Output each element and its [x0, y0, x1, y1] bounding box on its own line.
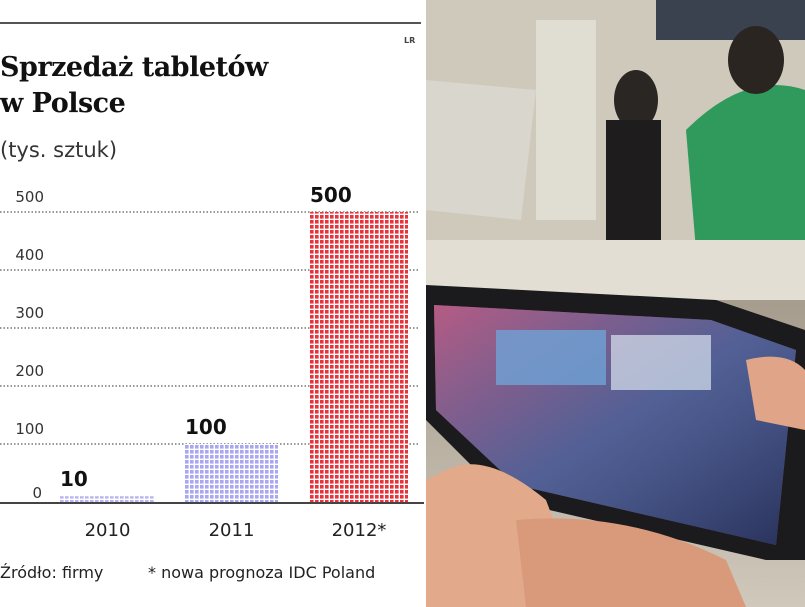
chart-title-line-1: Sprzedaż tabletów [0, 52, 268, 83]
y-tick-label: 300 [15, 304, 44, 322]
photo-illustration [426, 0, 805, 607]
chart-title-line-2: w Polsce [0, 88, 126, 119]
plot-area: 0 100 200 300 400 500 10 2010 100 2011 500 2012* [0, 183, 424, 541]
y-tick-label: 100 [15, 420, 44, 438]
y-tick-label: 400 [15, 246, 44, 264]
x-tick-label: 2011 [209, 520, 255, 541]
data-label: 500 [310, 183, 352, 207]
forecast-note: * nowa prognoza IDC Poland [148, 563, 376, 582]
x-tick-label: 2010 [85, 520, 131, 541]
data-label: 100 [185, 415, 227, 439]
credit-mark: LR [404, 36, 416, 45]
source-note: Źródło: firmy [0, 563, 104, 582]
x-tick-label: 2012* [332, 520, 387, 541]
chart-panel: LR Sprzedaż tabletów w Polsce (tys. sztu… [0, 22, 424, 582]
y-tick-label: 0 [32, 484, 42, 502]
top-rule [0, 22, 421, 24]
chart-title: Sprzedaż tabletów w Polsce [0, 50, 268, 122]
bar-2012* [310, 212, 408, 502]
data-label: 10 [60, 467, 88, 491]
y-axis-label: (tys. sztuk) [0, 138, 118, 162]
tablet-photo [426, 0, 805, 607]
bar-2010 [60, 496, 155, 502]
y-tick-label: 200 [15, 362, 44, 380]
y-tick-label: 500 [15, 188, 44, 206]
bar-2011 [185, 444, 278, 502]
